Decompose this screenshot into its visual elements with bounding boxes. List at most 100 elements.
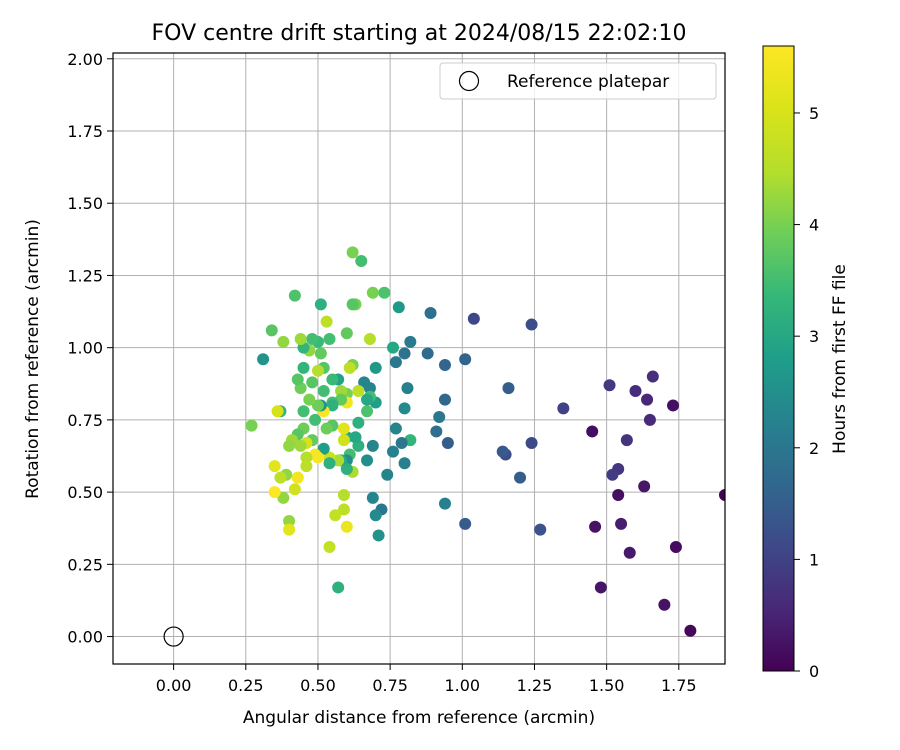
data-point [629,385,642,397]
data-point [372,529,385,542]
data-point [288,289,301,302]
data-point [366,491,379,504]
data-point [361,405,374,418]
data-point [366,286,379,299]
data-point [355,255,368,267]
data-point [320,315,333,328]
axes [112,52,726,665]
data-point [283,523,296,536]
data-point [594,581,607,594]
data-point [346,246,359,259]
reference-platepar-point [163,626,184,647]
data-point [340,327,353,340]
x-tick-label: 1.75 [661,676,697,695]
data-point [320,422,333,435]
legend-box [439,62,717,100]
data-point [337,503,350,516]
data-point [323,333,336,345]
data-point [352,416,365,429]
data-point [623,546,636,559]
data-point [398,347,411,360]
data-point [433,411,446,423]
data-point [430,425,443,438]
data-point [314,298,327,311]
data-point [271,405,284,418]
data-point [395,437,408,449]
data-point [525,437,538,449]
data-point [612,489,625,501]
data-point [283,515,296,527]
data-point [340,463,353,475]
x-ticks: 0.00 0.25 0.50 0.75 1.00 1.25 1.50 1.75 [156,664,697,695]
data-point [378,286,391,299]
data-point [401,382,414,395]
data-point [349,431,362,444]
data-point [297,361,310,374]
data-point [389,356,402,369]
data-point [557,402,570,415]
data-point [358,376,371,389]
data-point [265,324,278,337]
data-point [389,422,402,435]
x-axis-label: Angular distance from reference (arcmin) [243,708,595,728]
data-point [352,385,365,397]
scatter-points [163,246,725,647]
colorbar-gradient [762,45,795,672]
data-point [361,454,374,467]
data-point [288,483,301,496]
data-point [387,445,400,458]
colorbar-tick-label: 4 [809,216,819,235]
data-point [337,434,350,447]
data-point [363,333,376,345]
data-point [369,361,382,374]
x-tick-label: 0.25 [228,676,264,695]
data-point [441,437,454,449]
y-tick-label: 1.50 [67,194,103,213]
data-point [317,385,330,397]
data-point [309,413,322,426]
colorbar-tick-label: 3 [809,327,819,346]
chart-title: FOV centre drift starting at 2024/08/15 … [152,21,687,46]
data-point [300,460,313,473]
data-point [303,393,316,406]
colorbar-tick-label: 0 [809,662,819,681]
data-point [603,379,616,392]
data-point [245,419,258,432]
data-point [335,385,348,397]
x-tick-label: 1.00 [444,676,480,695]
y-tick-label: 0.50 [67,483,103,502]
y-tick-label: 2.00 [67,50,103,69]
data-point [398,402,411,415]
colorbar-ticks: 0 1 2 3 4 5 [794,104,819,681]
data-point [300,451,313,464]
colorbar-tick-label: 2 [809,439,819,458]
y-tick-label: 0.00 [67,628,103,647]
data-point [381,468,394,481]
data-point [438,359,451,371]
data-point [615,517,628,530]
data-point [658,598,671,611]
colorbar: 0 1 2 3 4 5 Hours from first FF file [762,45,850,681]
y-tick-label: 0.75 [67,411,103,430]
data-point [332,581,345,594]
y-tick-label: 1.00 [67,339,103,358]
data-point [326,373,339,386]
data-point [459,353,472,366]
x-tick-label: 1.50 [589,676,625,695]
data-point [387,341,400,354]
data-point [294,333,307,345]
data-point [641,393,654,406]
data-point [306,376,319,389]
y-axis-label: Rotation from reference (arcmin) [23,219,43,499]
colorbar-tick-label: 1 [809,550,819,569]
data-point [586,425,599,438]
data-point [297,405,310,418]
data-point [283,439,296,452]
data-point [306,333,319,345]
data-point [438,497,451,510]
data-point [404,335,417,348]
data-point [496,445,509,458]
data-point [392,301,405,314]
data-point [323,457,336,470]
